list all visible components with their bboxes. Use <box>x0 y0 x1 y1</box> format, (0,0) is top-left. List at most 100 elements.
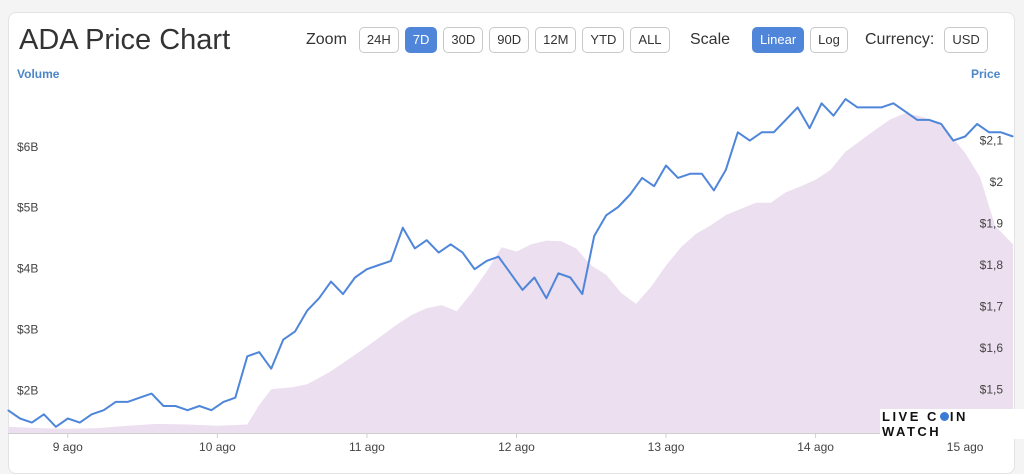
price-point <box>785 119 787 121</box>
price-point <box>103 409 105 411</box>
price-point <box>174 405 177 407</box>
price-point <box>916 119 918 121</box>
price-point <box>928 119 930 121</box>
volume-axis-ticks: $2B $3B $4B $5B $6B <box>17 140 38 398</box>
price-tick-label: $1,7 <box>980 300 1004 314</box>
volume-tick-label: $3B <box>17 322 38 336</box>
price-point <box>127 401 129 403</box>
price-point <box>91 413 93 415</box>
price-point <box>605 214 607 216</box>
price-point <box>390 260 392 262</box>
price-tick-label: $2 <box>990 175 1004 189</box>
coin-logo-icon <box>939 412 949 421</box>
price-point <box>210 409 212 411</box>
price-tick-label: $1,9 <box>980 217 1004 231</box>
price-point <box>844 98 847 100</box>
zoom-90d-button[interactable]: 90D <box>489 27 530 53</box>
price-point <box>1000 131 1002 133</box>
date-tick-label: 13 ago <box>648 440 685 454</box>
zoom-label: Zoom <box>306 31 347 48</box>
price-point <box>31 422 33 424</box>
price-point <box>581 293 583 295</box>
price-point <box>474 268 476 270</box>
price-point <box>378 264 380 266</box>
price-point <box>832 115 835 117</box>
price-tick-label: $1,6 <box>980 341 1004 355</box>
price-point <box>258 351 260 353</box>
volume-tick-label: $6B <box>17 140 38 154</box>
price-point <box>569 276 571 279</box>
date-tick-label: 12 ago <box>498 440 535 454</box>
price-point <box>904 111 906 113</box>
date-axis-ticks: 9 ago 10 ago 11 ago 12 ago 13 ago 14 ago 15 ag… <box>53 433 984 454</box>
zoom-12m-button[interactable]: 12M <box>535 27 577 53</box>
volume-axis-title: Volume <box>17 67 60 81</box>
live-coin-watch-logo: LIVE C IN WATCH <box>880 409 1024 439</box>
price-point <box>892 102 895 104</box>
price-point <box>139 397 141 399</box>
price-point <box>234 397 236 399</box>
scale-log-button[interactable]: Log <box>810 27 848 53</box>
price-point <box>737 131 739 133</box>
price-point <box>988 131 990 133</box>
price-point <box>450 243 452 245</box>
price-point <box>19 417 21 420</box>
price-point <box>79 422 81 424</box>
price-point <box>773 131 775 133</box>
price-point <box>809 127 811 129</box>
zoom-7d-button[interactable]: 7D <box>404 27 438 53</box>
price-point <box>952 140 954 142</box>
price-point <box>282 339 284 341</box>
price-point <box>665 164 667 167</box>
zoom-all-button[interactable]: ALL <box>630 27 670 53</box>
price-point <box>414 247 416 249</box>
date-tick-label: 11 ago <box>349 440 385 454</box>
price-point <box>55 426 57 428</box>
price-point <box>497 256 500 258</box>
price-point <box>366 268 368 270</box>
price-point <box>629 193 631 196</box>
price-point <box>641 177 643 179</box>
currency-select-button[interactable]: USD <box>944 27 988 53</box>
price-axis-title: Price <box>971 67 1001 81</box>
scale-linear-button[interactable]: Linear <box>752 27 805 53</box>
price-point <box>713 189 715 191</box>
price-point <box>701 173 703 175</box>
price-point <box>1012 135 1014 138</box>
price-point <box>557 272 560 274</box>
price-point <box>749 140 751 142</box>
price-point <box>354 276 356 279</box>
price-point <box>306 310 308 312</box>
price-line-layer <box>7 98 1014 434</box>
price-point <box>115 401 117 403</box>
price-point <box>689 173 691 175</box>
price-point <box>856 106 859 108</box>
scale-label: Scale <box>690 31 731 48</box>
price-point <box>797 106 799 108</box>
price-point <box>725 169 727 171</box>
price-point <box>162 405 165 407</box>
zoom-ytd-button[interactable]: YTD <box>582 27 625 53</box>
date-tick-label: 14 ago <box>797 440 834 454</box>
price-point <box>198 405 200 407</box>
price-point <box>509 272 512 274</box>
price-point <box>246 355 248 357</box>
currency-label: Currency: <box>865 31 935 48</box>
volume-tick-label: $2B <box>17 383 38 397</box>
date-tick-label: 10 ago <box>199 440 236 454</box>
price-point <box>940 123 942 125</box>
zoom-24h-button[interactable]: 24H <box>358 27 399 53</box>
price-point <box>7 409 9 411</box>
price-point <box>151 393 153 395</box>
price-point <box>486 260 488 262</box>
volume-tick-label: $4B <box>17 262 38 276</box>
zoom-30d-button[interactable]: 30D <box>443 27 484 53</box>
price-point <box>402 227 404 229</box>
zoom-toolbar: Zoom 24H 7D 30D 90D 12M YTD ALL <box>306 27 676 53</box>
price-point <box>545 297 548 299</box>
price-point <box>186 409 189 411</box>
price-point <box>67 417 69 420</box>
price-point <box>270 368 272 370</box>
price-point <box>294 330 296 332</box>
